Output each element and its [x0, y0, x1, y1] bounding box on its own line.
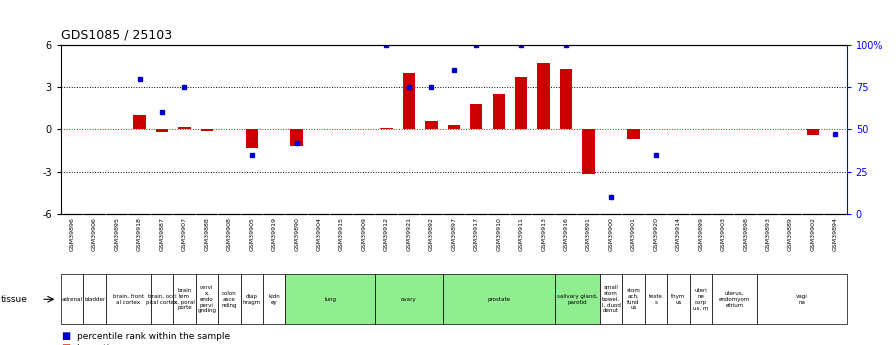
Text: GSM39918: GSM39918	[137, 217, 142, 251]
Bar	[240, 274, 263, 324]
Bar	[375, 274, 443, 324]
Text: small
stom
bowel,
l, duod
denut: small stom bowel, l, duod denut	[601, 285, 620, 313]
Text: GSM39900: GSM39900	[608, 217, 614, 251]
Bar	[644, 274, 668, 324]
Text: tissue: tissue	[1, 295, 28, 304]
Text: GSM39890: GSM39890	[294, 217, 299, 251]
Text: GSM39920: GSM39920	[653, 217, 659, 251]
Text: GSM39887: GSM39887	[159, 217, 165, 251]
Text: GSM39894: GSM39894	[833, 217, 838, 251]
Bar	[106, 274, 151, 324]
Text: uteri
ne
corp
us, m: uteri ne corp us, m	[694, 288, 709, 310]
Text: GSM39907: GSM39907	[182, 217, 187, 251]
Text: GSM39916: GSM39916	[564, 217, 569, 251]
Text: GSM39888: GSM39888	[204, 217, 210, 251]
Text: GSM39917: GSM39917	[474, 217, 478, 251]
Text: GSM39895: GSM39895	[115, 217, 119, 251]
Text: bladder: bladder	[84, 297, 105, 302]
Text: GSM39906: GSM39906	[92, 217, 97, 251]
Text: ■: ■	[61, 344, 70, 345]
Bar	[627, 129, 640, 139]
Bar	[807, 129, 819, 135]
Bar	[555, 274, 599, 324]
Bar	[712, 274, 757, 324]
Bar	[668, 274, 690, 324]
Bar	[443, 274, 555, 324]
Text: prostate: prostate	[487, 297, 510, 302]
Bar	[470, 104, 482, 129]
Text: ovary: ovary	[401, 297, 417, 302]
Bar	[515, 77, 528, 129]
Text: GSM39892: GSM39892	[429, 217, 434, 251]
Text: GSM39919: GSM39919	[271, 217, 277, 251]
Bar	[134, 115, 146, 129]
Text: brain
tem
x, poral
porte: brain tem x, poral porte	[174, 288, 194, 310]
Text: GSM39904: GSM39904	[316, 217, 322, 251]
Text: colon
asce
nding: colon asce nding	[221, 291, 237, 308]
Text: salivary gland,
parotid: salivary gland, parotid	[557, 294, 598, 305]
Bar	[493, 94, 505, 129]
Bar	[402, 73, 415, 129]
Text: vagi
na: vagi na	[796, 294, 807, 305]
Text: GSM39911: GSM39911	[519, 217, 523, 251]
Bar	[448, 125, 460, 129]
Bar	[582, 129, 595, 175]
Text: GSM39921: GSM39921	[407, 217, 411, 251]
Bar	[83, 274, 106, 324]
Bar	[426, 121, 437, 129]
Bar	[690, 274, 712, 324]
Text: cervi
x,
endo
pervi
gnding: cervi x, endo pervi gnding	[197, 285, 216, 313]
Text: GSM39889: GSM39889	[788, 217, 793, 251]
Text: GSM39893: GSM39893	[766, 217, 771, 251]
Bar	[151, 274, 173, 324]
Text: GSM39905: GSM39905	[249, 217, 254, 251]
Text: GSM39909: GSM39909	[361, 217, 366, 251]
Bar	[622, 274, 644, 324]
Bar	[286, 274, 375, 324]
Text: ■: ■	[61, 332, 70, 341]
Bar	[263, 274, 286, 324]
Text: GSM39901: GSM39901	[631, 217, 636, 251]
Text: GSM39903: GSM39903	[720, 217, 726, 251]
Text: brain, front
al cortex: brain, front al cortex	[113, 294, 143, 305]
Text: teste
s: teste s	[649, 294, 663, 305]
Text: diap
hragm: diap hragm	[243, 294, 261, 305]
Text: GSM39914: GSM39914	[676, 217, 681, 251]
Text: GSM39915: GSM39915	[339, 217, 344, 251]
Bar	[173, 274, 195, 324]
Text: brain, occi
pital cortex: brain, occi pital cortex	[146, 294, 177, 305]
Bar	[246, 129, 258, 148]
Bar	[560, 69, 573, 129]
Bar	[201, 129, 213, 131]
Bar	[380, 128, 392, 129]
Bar	[757, 274, 847, 324]
Text: GSM39912: GSM39912	[384, 217, 389, 251]
Text: GSM39896: GSM39896	[70, 217, 74, 251]
Bar	[195, 274, 218, 324]
Bar	[218, 274, 240, 324]
Text: GSM39910: GSM39910	[496, 217, 501, 251]
Text: adrenal: adrenal	[62, 297, 82, 302]
Bar	[178, 127, 191, 129]
Text: uterus,
endomyom
etrium: uterus, endomyom etrium	[719, 291, 750, 308]
Text: kidn
ey: kidn ey	[268, 294, 280, 305]
Text: GSM39908: GSM39908	[227, 217, 232, 251]
Text: GSM39902: GSM39902	[811, 217, 815, 251]
Text: log ratio: log ratio	[77, 344, 115, 345]
Text: GSM39913: GSM39913	[541, 217, 547, 251]
Text: lung: lung	[324, 297, 336, 302]
Text: stom
ach,
fund
us: stom ach, fund us	[626, 288, 641, 310]
Text: GSM39897: GSM39897	[452, 217, 456, 251]
Text: GSM39898: GSM39898	[743, 217, 748, 251]
Text: GSM39899: GSM39899	[698, 217, 703, 251]
Text: GDS1085 / 25103: GDS1085 / 25103	[61, 28, 172, 41]
Bar	[599, 274, 622, 324]
Text: thym
us: thym us	[671, 294, 685, 305]
Bar	[538, 63, 550, 129]
Bar	[290, 129, 303, 146]
Bar	[156, 129, 168, 132]
Text: percentile rank within the sample: percentile rank within the sample	[77, 332, 230, 341]
Text: GSM39891: GSM39891	[586, 217, 591, 251]
Bar	[61, 274, 83, 324]
